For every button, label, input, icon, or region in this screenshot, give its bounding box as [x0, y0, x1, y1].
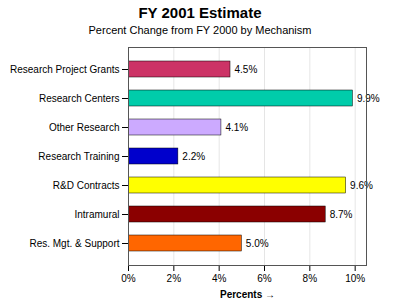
svg-text:9.6%: 9.6%	[350, 180, 373, 191]
svg-text:Research Project Grants: Research Project Grants	[10, 64, 120, 75]
svg-text:Research Centers: Research Centers	[39, 93, 120, 104]
svg-text:6%: 6%	[257, 273, 272, 284]
svg-text:Intramural: Intramural	[74, 209, 119, 220]
svg-text:Res. Mgt. & Support: Res. Mgt. & Support	[29, 238, 119, 249]
svg-text:4%: 4%	[212, 273, 227, 284]
svg-text:8.7%: 8.7%	[330, 209, 353, 220]
svg-text:0%: 0%	[121, 273, 136, 284]
svg-text:Other Research: Other Research	[49, 122, 120, 133]
html-text:Percent Change from FY 2000 by: Percent Change from FY 2000 by Mechanism	[88, 24, 312, 36]
svg-text:Research Training: Research Training	[38, 151, 119, 162]
svg-text:R&D Contracts: R&D Contracts	[53, 180, 120, 191]
html-text:FY 2001 Estimate: FY 2001 Estimate	[138, 4, 262, 21]
svg-text:Percents →: Percents →	[220, 289, 275, 300]
svg-text:4.5%: 4.5%	[235, 64, 258, 75]
svg-text:2%: 2%	[167, 273, 182, 284]
svg-text:4.1%: 4.1%	[225, 122, 248, 133]
svg-text:8%: 8%	[303, 273, 318, 284]
svg-text:5.0%: 5.0%	[246, 238, 269, 249]
svg-text:10%: 10%	[345, 273, 365, 284]
svg-text:2.2%: 2.2%	[182, 151, 205, 162]
svg-text:9.9%: 9.9%	[357, 93, 380, 104]
